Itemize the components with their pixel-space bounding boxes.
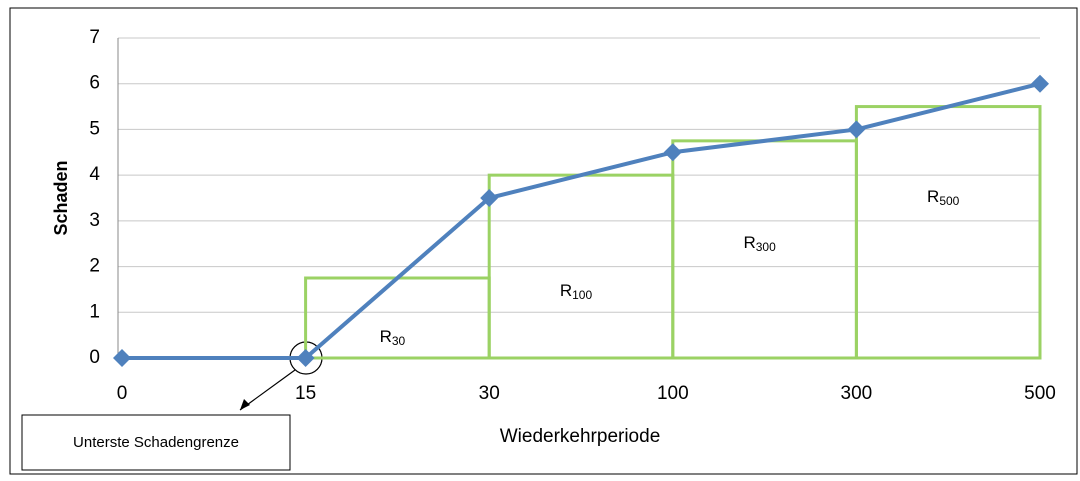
rectangle-label-sub: 100: [572, 288, 592, 302]
x-tick-label: 15: [295, 383, 316, 404]
y-axis-label: Schaden: [51, 160, 71, 235]
y-tick-label: 5: [89, 118, 100, 139]
rectangle-label-main: R: [560, 281, 572, 300]
rectangle-label-sub: 300: [756, 240, 776, 254]
marker: [296, 349, 315, 367]
x-tick-label: 0: [117, 383, 128, 404]
y-tick-label: 3: [89, 210, 100, 231]
rectangle-label: R30: [380, 327, 406, 348]
rectangle-label-main: R: [743, 233, 755, 252]
y-tick-label: 1: [89, 301, 100, 322]
rectangle-label-main: R: [927, 187, 939, 206]
x-tick-label: 300: [841, 383, 873, 404]
chart-border: [9, 7, 1078, 475]
x-tick-label: 30: [479, 383, 500, 404]
rectangle-label-sub: 30: [392, 334, 406, 348]
annotation-arrow: [239, 369, 296, 411]
grid: [118, 37, 1040, 359]
rectangle-label: R100: [560, 281, 593, 302]
x-tick-label: 100: [657, 383, 689, 404]
y-tick-label: 0: [89, 347, 100, 368]
marker: [113, 349, 131, 367]
marker: [1031, 74, 1049, 93]
y-tick-label: 4: [89, 164, 100, 185]
y-tick-label: 2: [89, 256, 100, 277]
marker: [847, 120, 866, 139]
arrow-head: [240, 399, 250, 410]
rectangle-label-main: R: [380, 327, 392, 346]
x-axis-label: Wiederkehrperiode: [500, 426, 661, 447]
series-line: [122, 81, 1041, 360]
marker: [663, 143, 682, 162]
y-tick-label: 7: [89, 27, 100, 48]
y-tick-label: 6: [89, 73, 100, 94]
rectangle-label-sub: 500: [939, 194, 959, 208]
rectangle-label: R500: [927, 187, 960, 208]
marker: [480, 189, 499, 207]
x-tick-label: 500: [1024, 383, 1056, 404]
annotation-box: [21, 414, 291, 471]
annotation: Unterste Schadengrenze: [73, 434, 239, 451]
rectangle-label: R300: [743, 233, 776, 254]
